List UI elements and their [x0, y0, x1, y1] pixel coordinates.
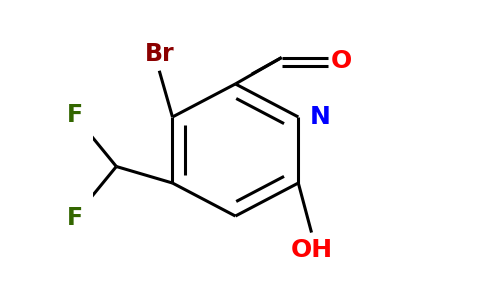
Text: F: F — [67, 206, 83, 230]
Text: O: O — [331, 50, 352, 74]
Text: N: N — [310, 105, 331, 129]
Text: Br: Br — [144, 42, 174, 66]
Text: F: F — [67, 103, 83, 127]
Text: OH: OH — [290, 238, 333, 262]
